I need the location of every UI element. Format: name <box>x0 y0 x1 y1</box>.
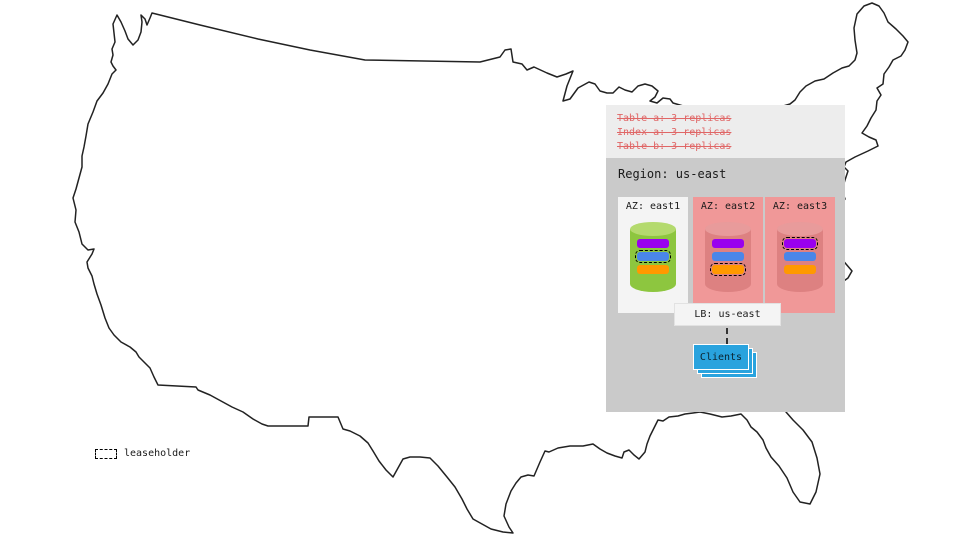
leaseholder-swatch-icon <box>95 448 117 459</box>
database-cylinder-east3 <box>777 222 823 292</box>
az-label-east2: AZ: east2 <box>700 201 756 212</box>
cylinder-top <box>777 222 823 236</box>
region-title: Region: us-east <box>618 167 727 181</box>
database-cylinder-east1 <box>630 222 676 292</box>
replica-bar-index-a <box>635 250 671 263</box>
cylinder-top <box>630 222 676 236</box>
lb-clients-connector <box>726 328 728 344</box>
load-balancer: LB: us-east <box>674 303 781 326</box>
replica-bar-table-a <box>637 239 669 248</box>
zone-config-annotations: Table a: 3 replicas Index a: 3 replicas … <box>606 105 845 158</box>
az-box-east1: AZ: east1 <box>618 197 688 313</box>
replica-bar-table-b <box>710 263 746 276</box>
az-label-east1: AZ: east1 <box>625 201 681 212</box>
clients-box: Clients <box>693 344 749 370</box>
replica-bar-table-b <box>784 265 816 274</box>
az-label-east3: AZ: east3 <box>772 201 828 212</box>
database-cylinder-east2 <box>705 222 751 292</box>
leaseholder-label: leaseholder <box>124 448 191 459</box>
annotation-line-1: Table a: 3 replicas <box>617 113 732 124</box>
replica-bar-table-a <box>782 237 818 250</box>
replica-bar-index-a <box>712 252 744 261</box>
replica-bar-index-a <box>784 252 816 261</box>
clients-stack: Clients <box>693 344 757 378</box>
replica-bar-table-a <box>712 239 744 248</box>
annotation-line-3: Table b: 3 replicas <box>617 141 732 152</box>
cylinder-top <box>705 222 751 236</box>
region-panel: Table a: 3 replicas Index a: 3 replicas … <box>606 105 845 412</box>
az-box-east3: AZ: east3 <box>765 197 835 313</box>
annotation-line-2: Index a: 3 replicas <box>617 127 732 138</box>
replica-bar-table-b <box>637 265 669 274</box>
leaseholder-legend: leaseholder <box>95 448 190 459</box>
az-box-east2: AZ: east2 <box>693 197 763 313</box>
